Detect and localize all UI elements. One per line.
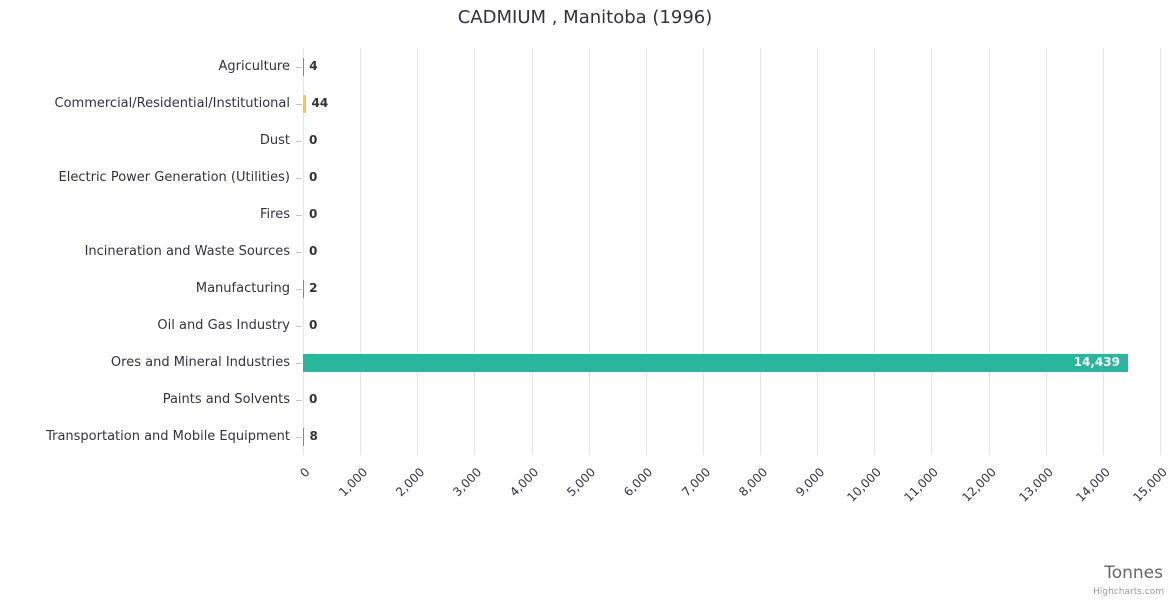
plot-area: [303, 48, 1161, 455]
category-label: Paints and Solvents: [162, 392, 290, 407]
gridline: [360, 48, 362, 455]
x-tick-label: 1,000: [335, 465, 371, 500]
gridline: [1045, 48, 1047, 455]
gridline: [531, 48, 533, 455]
x-tick-label: 5,000: [564, 465, 599, 500]
x-tick-label: 4,000: [507, 465, 542, 500]
gridline: [417, 48, 419, 455]
value-label: 0: [309, 318, 318, 332]
value-label: 4: [309, 59, 318, 73]
x-tick-label: 10,000: [844, 465, 885, 505]
x-tick-label: 9,000: [792, 465, 828, 500]
gridline: [702, 48, 704, 455]
category-tick: [296, 214, 302, 216]
x-axis-title: Tonnes: [1104, 563, 1163, 583]
category-tick: [296, 66, 302, 68]
value-label: 2: [309, 281, 318, 295]
value-label: 0: [309, 244, 318, 258]
category-tick: [296, 399, 302, 401]
highcharts-credit[interactable]: Highcharts.com: [1093, 587, 1164, 597]
chart-title: CADMIUM , Manitoba (1996): [457, 7, 713, 28]
category-label: Fires: [260, 207, 290, 222]
category-tick: [296, 288, 302, 290]
value-label: 44: [311, 96, 329, 110]
category-tick: [296, 436, 302, 438]
x-tick-label: 6,000: [621, 465, 656, 500]
category-tick: [296, 251, 302, 253]
x-tick-label: 7,000: [678, 465, 713, 500]
x-tick-label: 15,000: [1130, 465, 1170, 505]
category-label: Dust: [259, 133, 290, 148]
category-label: Electric Power Generation (Utilities): [58, 170, 290, 185]
gridline: [1102, 48, 1104, 455]
category-label: Transportation and Mobile Equipment: [46, 429, 290, 444]
x-tick-label: 12,000: [958, 465, 999, 505]
value-label: 0: [309, 207, 318, 221]
gridline: [645, 48, 647, 455]
category-tick: [296, 177, 302, 179]
category-label: Oil and Gas Industry: [157, 318, 290, 333]
gridline: [874, 48, 876, 455]
category-tick: [296, 362, 302, 364]
value-label: 0: [309, 392, 318, 406]
category-tick: [296, 325, 302, 327]
category-label: Manufacturing: [195, 281, 290, 296]
gridline: [760, 48, 762, 455]
gridline: [474, 48, 476, 455]
x-tick-label: 14,000: [1073, 465, 1113, 505]
x-tick-label: 8,000: [735, 465, 770, 500]
value-label: 14,439: [1073, 355, 1120, 369]
x-tick-label: 2,000: [392, 465, 428, 500]
gridline: [817, 48, 819, 455]
gridline: [931, 48, 933, 455]
category-label: Incineration and Waste Sources: [84, 244, 290, 259]
gridline: [988, 48, 990, 455]
bar[interactable]: [303, 94, 306, 113]
value-label: 0: [309, 170, 318, 184]
category-label: Ores and Mineral Industries: [110, 355, 290, 370]
category-label: Agriculture: [218, 59, 291, 74]
value-label: 0: [309, 133, 318, 147]
x-tick-label: 3,000: [450, 465, 485, 500]
category-tick: [296, 103, 302, 105]
gridline: [1160, 48, 1161, 455]
gridline: [303, 48, 304, 455]
value-label: 8: [309, 429, 318, 443]
x-tick-label: 11,000: [901, 465, 942, 505]
bar[interactable]: [303, 353, 1128, 372]
category-tick: [296, 140, 302, 142]
gridline: [588, 48, 590, 455]
x-tick-label: 13,000: [1016, 465, 1056, 505]
x-tick-label: 0: [297, 465, 313, 481]
category-label: Commercial/Residential/Institutional: [54, 96, 291, 111]
